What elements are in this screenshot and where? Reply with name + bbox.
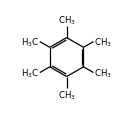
Text: CH$_3$: CH$_3$ bbox=[58, 14, 76, 26]
Text: H$_3$C: H$_3$C bbox=[21, 67, 39, 79]
Text: CH$_3$: CH$_3$ bbox=[94, 36, 112, 48]
Text: H$_3$C: H$_3$C bbox=[21, 36, 39, 48]
Text: CH$_3$: CH$_3$ bbox=[94, 67, 112, 79]
Text: CH$_3$: CH$_3$ bbox=[58, 89, 76, 101]
